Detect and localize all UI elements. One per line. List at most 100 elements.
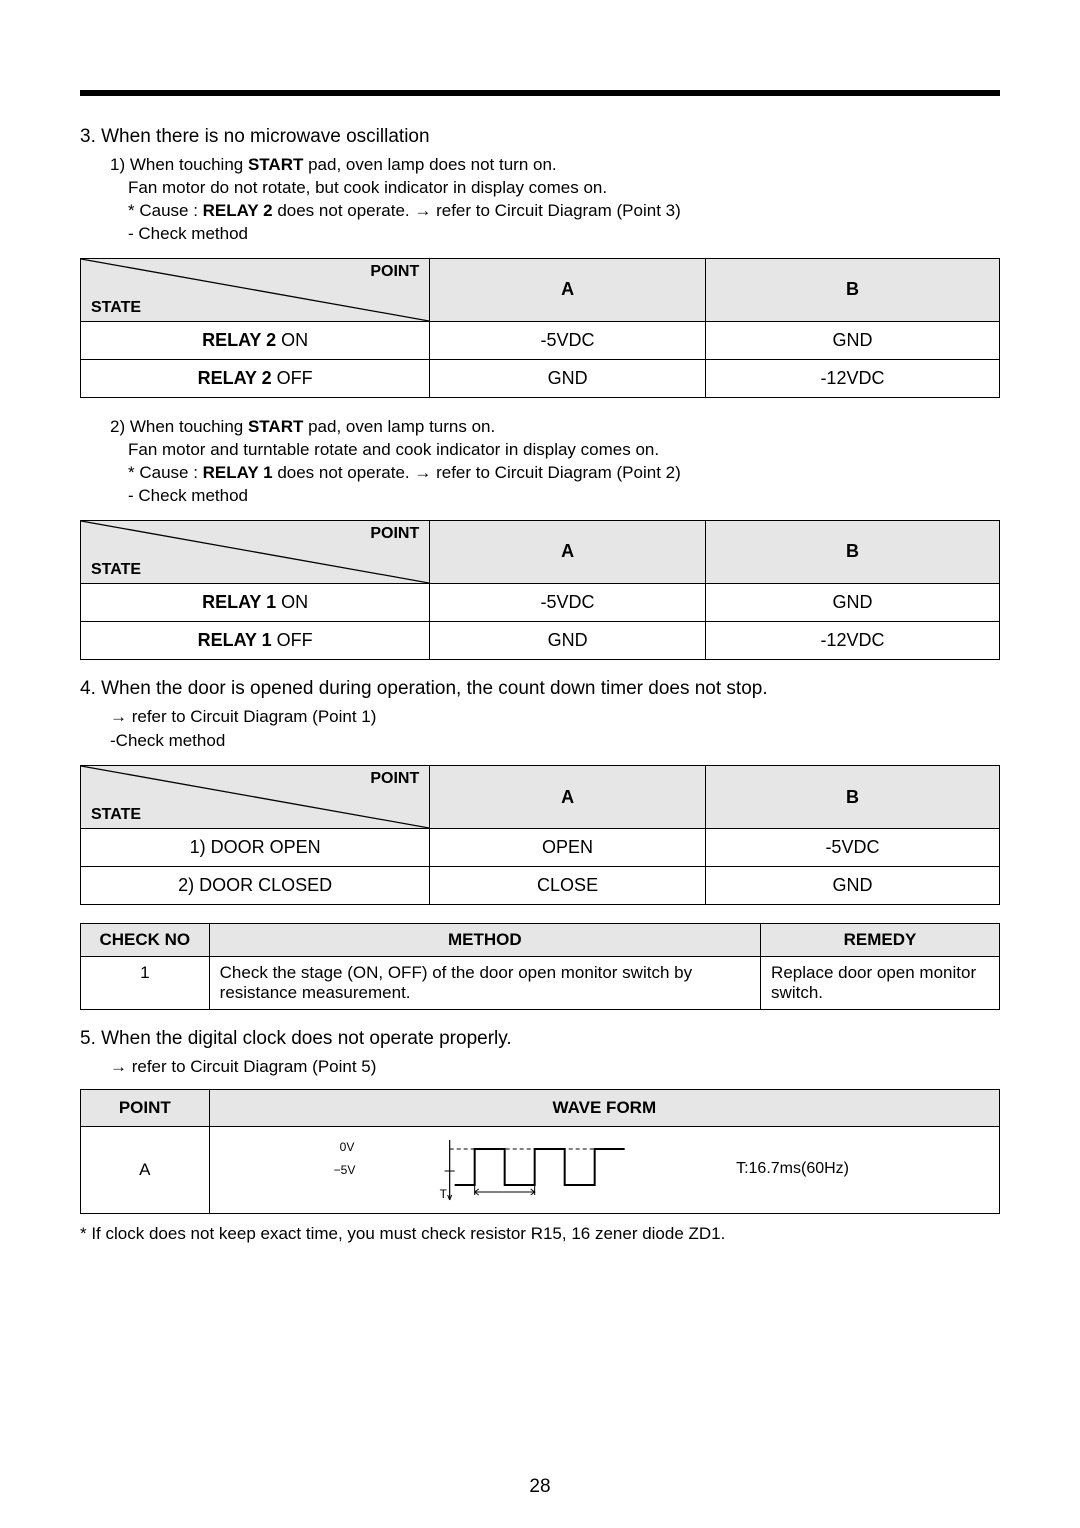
table-row: RELAY 2 ON -5VDC GND [81,321,1000,359]
cell-b: -12VDC [705,359,999,397]
s3i1-cause-bold: RELAY 2 [203,201,273,220]
cell-method: Check the stage (ON, OFF) of the door op… [209,957,760,1010]
s3i2-line2: Fan motor and turntable rotate and cook … [128,440,659,459]
hdr-state: STATE [91,561,141,579]
cell-b: -5VDC [705,829,999,867]
cell-state: 2) DOOR CLOSED [81,867,430,905]
table-header-diag: POINT STATE [81,258,430,321]
cell-state-r: OFF [272,630,313,650]
hdr-state: STATE [91,806,141,824]
section3-title: 3. When there is no microwave oscillatio… [80,126,1000,148]
wf-label-t: T [440,1187,447,1201]
s3i2-line1: 2) When touching START pad, oven lamp tu… [110,417,495,436]
section4-table: POINT STATE A B 1) DOOR OPEN OPEN -5VDC … [80,765,1000,905]
cell-state-r: OFF [272,368,313,388]
page-number: 28 [0,1476,1080,1498]
section5-refer: → refer to Circuit Diagram (Point 5) [110,1056,1000,1079]
cell-point: A [81,1127,210,1214]
table-row: RELAY 2 OFF GND -12VDC [81,359,1000,397]
table-row: 1) DOOR OPEN OPEN -5VDC [81,829,1000,867]
hdr-point: POINT [370,263,419,281]
hdr-remedy: REMEDY [761,924,1000,957]
hdr-point: POINT [370,525,419,543]
s3i1-line1: 1) When touching START pad, oven lamp do… [110,155,557,174]
service-manual-page: 3. When there is no microwave oscillatio… [0,0,1080,1528]
s3i1-cause-prefix: * Cause : [128,201,203,220]
s3i2-l1-suffix: pad, oven lamp turns on. [303,417,495,436]
cell-state: RELAY 2 OFF [81,359,430,397]
table-header-diag: POINT STATE [81,520,430,583]
cell-b: GND [705,867,999,905]
cell-a: GND [430,621,706,659]
hdr-checkno: CHECK NO [81,924,210,957]
s3i1-l1-prefix: 1) When touching [110,155,248,174]
s3i1-l1-suffix: pad, oven lamp does not turn on. [303,155,556,174]
table-row: RELAY 1 OFF GND -12VDC [81,621,1000,659]
hdr-b: B [705,766,999,829]
cell-a: GND [430,359,706,397]
section3-table1: POINT STATE A B RELAY 2 ON -5VDC GND REL… [80,258,1000,398]
s3i2-cause-suffix: does not operate. → refer to Circuit Dia… [273,463,681,482]
cell-a: CLOSE [430,867,706,905]
section5-table: POINT WAVE FORM A 0V −5V T T:16.7ms(60Hz… [80,1089,1000,1214]
hdr-state: STATE [91,299,141,317]
cell-a: OPEN [430,829,706,867]
section3-item1: 1) When touching START pad, oven lamp do… [110,154,1000,246]
cell-checkno: 1 [81,957,210,1010]
cell-b: GND [705,583,999,621]
cell-b: GND [705,321,999,359]
hdr-point: POINT [370,770,419,788]
s3i1-cause-suffix: does not operate. → refer to Circuit Dia… [273,201,681,220]
wf-label-freq: T:16.7ms(60Hz) [736,1160,849,1178]
section5-title: 5. When the digital clock does not opera… [80,1028,1000,1050]
cell-state-b: RELAY 2 [198,368,272,388]
section3-item2: 2) When touching START pad, oven lamp tu… [110,416,1000,508]
table-row: RELAY 1 ON -5VDC GND [81,583,1000,621]
s3i2-l1-prefix: 2) When touching [110,417,248,436]
cell-state-b: RELAY 1 [198,630,272,650]
hdr-method: METHOD [209,924,760,957]
table-row: 1 Check the stage (ON, OFF) of the door … [81,957,1000,1010]
hdr-a: A [430,766,706,829]
cell-state: RELAY 1 OFF [81,621,430,659]
s3i1-l1-bold: START [248,155,303,174]
cell-state-b: RELAY 1 [202,592,276,612]
hdr-b: B [705,258,999,321]
section5-footnote: * If clock does not keep exact time, you… [80,1224,1000,1244]
cell-state: RELAY 1 ON [81,583,430,621]
hdr-a: A [430,258,706,321]
table-row: 2) DOOR CLOSED CLOSE GND [81,867,1000,905]
section4-title: 4. When the door is opened during operat… [80,678,1000,700]
cell-a: -5VDC [430,321,706,359]
s3i2-cause-bold: RELAY 1 [203,463,273,482]
cell-waveform: 0V −5V T T:16.7ms(60Hz) [209,1127,999,1214]
wf-label-0v: 0V [340,1140,355,1154]
wf-label-m5v: −5V [334,1163,356,1177]
cell-state-r: ON [276,592,308,612]
s3i2-check: - Check method [128,486,248,505]
s3i2-cause: * Cause : RELAY 1 does not operate. → re… [128,463,681,482]
hdr-a: A [430,520,706,583]
hdr-b: B [705,520,999,583]
cell-b: -12VDC [705,621,999,659]
cell-state-r: ON [276,330,308,350]
section4-refer: → refer to Circuit Diagram (Point 1) [110,706,1000,729]
table-row: A 0V −5V T T:16.7ms(60Hz) [81,1127,1000,1214]
section4-check-table: CHECK NO METHOD REMEDY 1 Check the stage… [80,923,1000,1010]
cell-a: -5VDC [430,583,706,621]
s3i1-cause: * Cause : RELAY 2 does not operate. → re… [128,201,681,220]
section3-table2: POINT STATE A B RELAY 1 ON -5VDC GND REL… [80,520,1000,660]
s3i1-check: - Check method [128,224,248,243]
s3i1-line2: Fan motor do not rotate, but cook indica… [128,178,607,197]
cell-state: RELAY 2 ON [81,321,430,359]
section4-check: -Check method [110,730,1000,753]
hdr-point: POINT [81,1090,210,1127]
cell-state-b: RELAY 2 [202,330,276,350]
s3i2-l1-bold: START [248,417,303,436]
top-rule [80,90,1000,96]
cell-state: 1) DOOR OPEN [81,829,430,867]
cell-remedy: Replace door open monitor switch. [761,957,1000,1010]
s3i2-cause-prefix: * Cause : [128,463,203,482]
table-header-diag: POINT STATE [81,766,430,829]
hdr-wave: WAVE FORM [209,1090,999,1127]
